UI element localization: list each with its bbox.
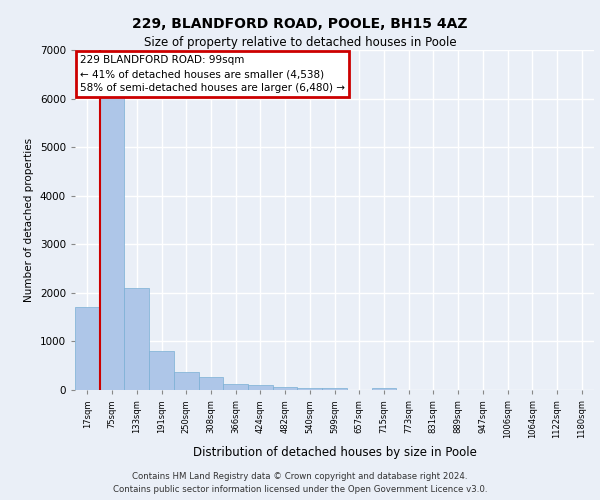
Text: 229 BLANDFORD ROAD: 99sqm
← 41% of detached houses are smaller (4,538)
58% of se: 229 BLANDFORD ROAD: 99sqm ← 41% of detac… (80, 55, 345, 93)
Y-axis label: Number of detached properties: Number of detached properties (24, 138, 34, 302)
Bar (273, 387, 298, 390)
Bar (371, 388, 396, 390)
Text: Contains HM Land Registry data © Crown copyright and database right 2024.: Contains HM Land Registry data © Crown c… (132, 472, 468, 481)
Bar (199, 377, 223, 390)
Bar (75, 308, 100, 390)
Bar (149, 351, 174, 390)
Bar (298, 388, 322, 390)
Bar (248, 385, 273, 390)
Text: Contains public sector information licensed under the Open Government Licence v3: Contains public sector information licen… (113, 485, 487, 494)
Bar (322, 388, 347, 390)
Bar (223, 384, 248, 390)
Bar (124, 288, 149, 390)
Text: 229, BLANDFORD ROAD, POOLE, BH15 4AZ: 229, BLANDFORD ROAD, POOLE, BH15 4AZ (132, 18, 468, 32)
Text: Size of property relative to detached houses in Poole: Size of property relative to detached ho… (143, 36, 457, 49)
Bar (100, 89, 124, 390)
X-axis label: Distribution of detached houses by size in Poole: Distribution of detached houses by size … (193, 446, 476, 460)
Bar (174, 372, 199, 390)
